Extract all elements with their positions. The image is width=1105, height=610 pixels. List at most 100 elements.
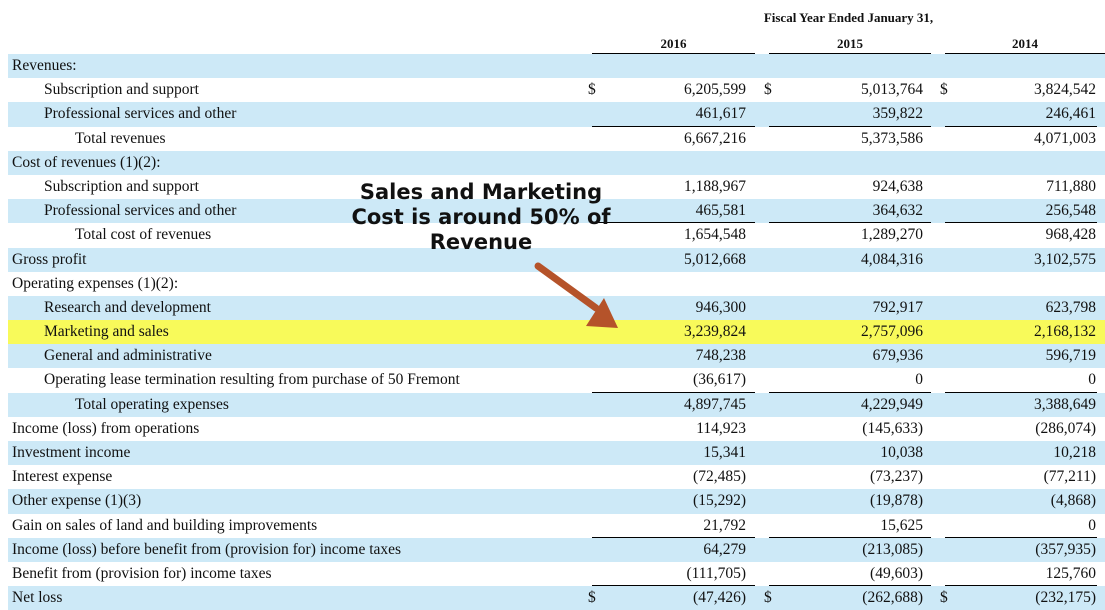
subtotal-rule [769, 222, 931, 224]
subtotal-rule [769, 391, 931, 393]
row-label: Subscription and support [44, 81, 199, 99]
table-row: Cost of revenues (1)(2): [8, 150, 1105, 175]
row-value-2015: (262,688) [862, 589, 923, 607]
row-value-2014: 3,388,649 [1034, 395, 1096, 413]
row-label: Interest expense [12, 468, 113, 486]
table-row: Gross profit 5,012,668 4,084,316 3,102,575 [8, 247, 1105, 272]
row-value-2015: 359,822 [872, 105, 923, 123]
row-value-2015: (145,633) [862, 419, 923, 437]
row-value-2016: 946,300 [695, 298, 746, 316]
row-value-2016: 15,341 [703, 444, 746, 461]
dollar-sign: $ [764, 589, 772, 607]
dollar-sign: $ [588, 589, 596, 607]
subtotal-rule [945, 125, 1097, 127]
row-value-2015: 2,757,096 [861, 323, 923, 341]
row-value-2016: 1,654,548 [684, 226, 746, 244]
row-value-2014: (286,074) [1035, 419, 1096, 437]
table-row: Interest expense (72,485) (73,237) (77,211) [8, 465, 1105, 489]
row-value-2014: (232,175) [1035, 589, 1096, 607]
row-label: Gross profit [12, 250, 87, 268]
row-label: Operating expenses (1)(2): [12, 274, 179, 292]
row-value-2014: 256,548 [1045, 202, 1096, 220]
row-value-2015: 1,289,270 [861, 226, 923, 244]
row-label: General and administrative [44, 347, 212, 365]
annotation-line-2: Cost is around 50% of [351, 205, 611, 229]
subtotal-rule [592, 585, 755, 587]
annotation-line-3: Revenue [429, 230, 533, 254]
table-row: Professional services and other 461,617 35… [8, 102, 1105, 127]
row-label: Research and development [44, 298, 211, 316]
row-label: Revenues: [12, 57, 77, 74]
row-value-2014: 0 [1088, 516, 1096, 534]
row-value-2015: (213,085) [862, 540, 923, 558]
subtotal-rule [945, 536, 1097, 538]
table-row: Marketing and sales 3,239,824 2,757,096 2,1… [8, 320, 1105, 345]
row-value-2014: 0 [1088, 371, 1096, 389]
row-value-2015: 679,936 [872, 347, 923, 365]
row-label: Professional services and other [44, 202, 237, 220]
year-2014-rule [945, 53, 1105, 54]
row-value-2016: 1,188,967 [684, 177, 746, 195]
table-row: Operating lease termination resulting fr… [8, 368, 1105, 393]
row-value-2015: 4,084,316 [861, 250, 923, 268]
row-value-2014: (77,211) [1043, 468, 1096, 486]
row-label: Subscription and support [44, 177, 199, 195]
subtotal-rule [592, 222, 755, 224]
dollar-sign: $ [588, 81, 596, 99]
row-value-2016: 4,897,745 [684, 395, 746, 413]
dollar-sign: $ [940, 589, 948, 607]
fiscal-year-header: Fiscal Year Ended January 31, [763, 10, 934, 25]
table-row: Operating expenses (1)(2): [8, 272, 1105, 296]
row-label: Gain on sales of land and building impro… [12, 516, 318, 534]
table-row: General and administrative 748,238 679,936… [8, 344, 1105, 369]
row-value-2016: (72,485) [693, 468, 746, 486]
row-label: Total revenues [75, 129, 166, 147]
row-value-2015: 792,917 [872, 298, 923, 316]
row-label: Total cost of revenues [75, 226, 212, 244]
row-value-2016: 3,239,824 [684, 323, 746, 341]
table-row: Net loss $ (47,426) $ (262,688) $ (232,175) [8, 586, 1105, 610]
row-value-2014: 10,218 [1053, 444, 1096, 461]
subtotal-rule [592, 125, 755, 127]
row-label: Operating lease termination resulting fr… [44, 371, 460, 389]
row-value-2016: 748,238 [695, 347, 746, 365]
row-value-2014: 623,798 [1045, 298, 1096, 316]
year-2016-rule [592, 53, 755, 54]
row-value-2014: (4,868) [1050, 492, 1096, 510]
row-value-2015: 10,038 [880, 444, 923, 461]
row-value-2016: 6,667,216 [684, 129, 746, 147]
subtotal-rule [769, 585, 931, 587]
subtotal-rule [945, 222, 1097, 224]
subtotal-rule [769, 536, 931, 538]
row-value-2016: (47,426) [693, 589, 746, 607]
row-label: Other expense (1)(3) [12, 492, 142, 510]
row-value-2016: 21,792 [703, 516, 746, 534]
row-label: Marketing and sales [44, 323, 169, 341]
row-value-2014: 3,824,542 [1034, 81, 1096, 99]
row-value-2015: 0 [915, 371, 923, 389]
row-value-2014: 596,719 [1045, 347, 1096, 365]
row-value-2014: 3,102,575 [1034, 250, 1096, 268]
row-label: Professional services and other [44, 105, 237, 123]
row-value-2016: (36,617) [693, 371, 746, 389]
table-row: Total cost of revenues 1,654,548 1,289,270… [8, 223, 1105, 247]
row-label: Net loss [12, 589, 63, 607]
table-row: Subscription and support $6,205,599 $5,013… [8, 78, 1105, 102]
row-value-2016: (15,292) [693, 492, 746, 510]
row-value-2014: (357,935) [1035, 540, 1096, 558]
annotation-arrow-icon [534, 262, 618, 328]
subtotal-rule [769, 125, 931, 127]
annotation-callout: Sales and Marketing Cost is around 50% o… [340, 180, 622, 255]
row-value-2015: (73,237) [870, 468, 923, 486]
row-value-2016: (111,705) [686, 564, 746, 582]
year-2016-header: 2016 [660, 36, 687, 51]
subtotal-rule [945, 391, 1097, 393]
row-value-2016: 6,205,599 [684, 81, 746, 99]
row-label: Total operating expenses [75, 395, 229, 413]
table-row: Income (loss) before benefit from (provi… [8, 537, 1105, 562]
annotation-line-1: Sales and Marketing [359, 180, 603, 204]
table-row: Benefit from (provision for) income taxe… [8, 562, 1105, 587]
row-value-2016: 114,923 [696, 419, 746, 437]
row-value-2015: 15,625 [880, 516, 923, 534]
row-label: Income (loss) from operations [12, 419, 200, 437]
